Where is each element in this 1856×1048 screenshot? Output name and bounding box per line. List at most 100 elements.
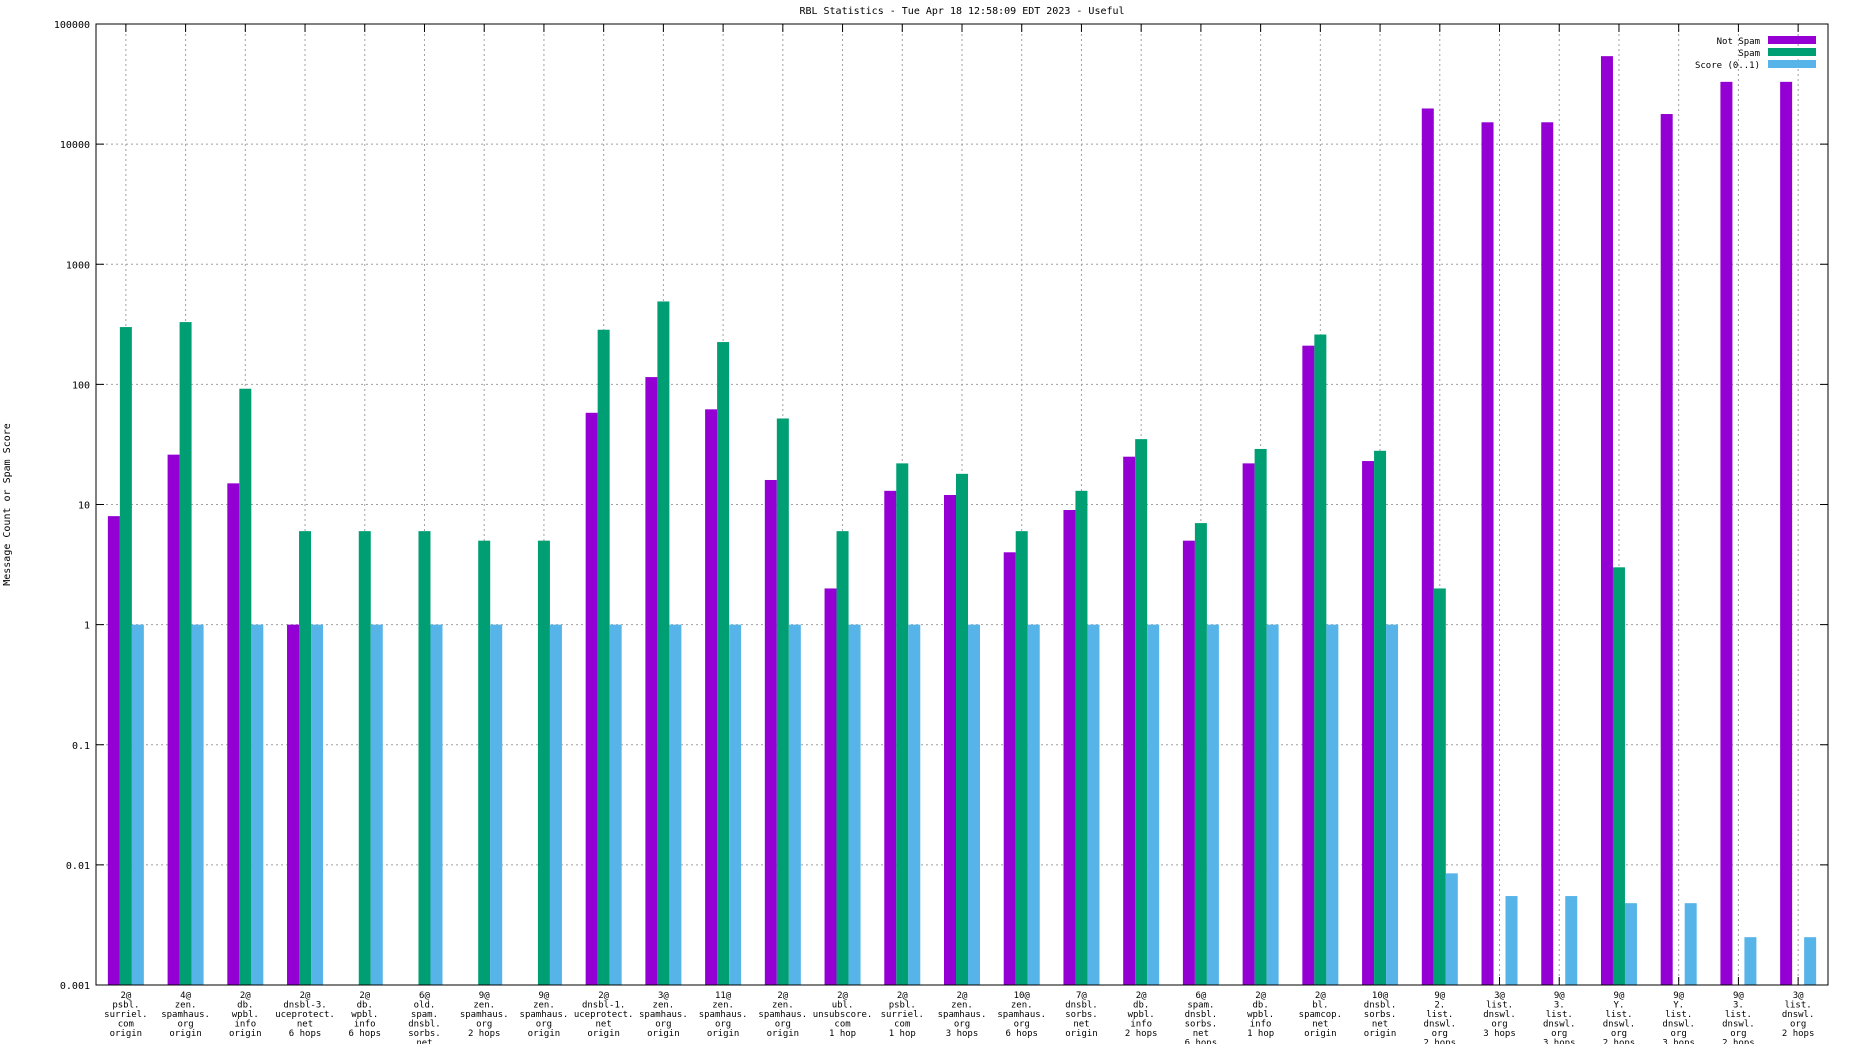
x-category-label: zen. xyxy=(1011,1001,1033,1011)
bar-score-0-1 xyxy=(1266,624,1279,985)
bar-score-0-1 xyxy=(1027,624,1040,985)
x-category-label: 2@ xyxy=(957,991,968,1001)
bar-score-0-1 xyxy=(1326,624,1339,985)
bar-score-0-1 xyxy=(1505,896,1518,985)
x-category-label: com xyxy=(118,1020,134,1030)
x-category-label: 2. xyxy=(1434,1001,1445,1011)
x-category-label: uceprotect. xyxy=(574,1010,634,1020)
x-category-label: net xyxy=(297,1020,313,1030)
legend-swatch xyxy=(1768,60,1816,68)
x-category-label: dnswl. xyxy=(1483,1010,1516,1020)
x-category-label: dnsbl. xyxy=(1065,1001,1098,1011)
bar-not-spam xyxy=(1063,509,1076,985)
bar-spam xyxy=(179,322,192,985)
x-category-label: 2@ xyxy=(1136,991,1147,1001)
x-category-label: 2 hops xyxy=(1722,1039,1755,1045)
x-category-label: list. xyxy=(1725,1010,1752,1020)
x-category-label: org xyxy=(1491,1020,1507,1030)
bar-score-0-1 xyxy=(1087,624,1100,985)
x-category-label: uceprotect. xyxy=(275,1010,335,1020)
x-category-label: list. xyxy=(1665,1010,1692,1020)
y-tick-label: 10 xyxy=(78,501,90,512)
x-category-label: dnswl. xyxy=(1722,1020,1755,1030)
bar-spam xyxy=(119,327,132,986)
x-category-label: spamhaus. xyxy=(639,1010,688,1020)
x-category-label: 3 hops xyxy=(1483,1029,1516,1039)
x-category-label: 10@ xyxy=(1372,991,1389,1001)
x-category-label: bl. xyxy=(1312,1001,1328,1011)
bar-spam xyxy=(1194,523,1207,985)
bar-not-spam xyxy=(107,516,120,985)
x-category-label: com xyxy=(894,1020,910,1030)
x-category-label: 9@ xyxy=(1733,991,1744,1001)
x-category-label: 2@ xyxy=(240,991,251,1001)
x-category-label: 3 hops xyxy=(946,1029,979,1039)
x-category-label: db. xyxy=(1252,1001,1268,1011)
x-category-label: org xyxy=(1014,1020,1030,1030)
bar-not-spam xyxy=(1660,114,1673,986)
x-category-label: 7@ xyxy=(1076,991,1087,1001)
chart-title: RBL Statistics - Tue Apr 18 12:58:09 EDT… xyxy=(799,6,1124,17)
bar-not-spam xyxy=(884,490,897,985)
y-axis-label: Message Count or Spam Score xyxy=(2,423,13,586)
x-category-label: net xyxy=(1193,1029,1209,1039)
x-category-label: org xyxy=(954,1020,970,1030)
y-tick-label: 100 xyxy=(72,380,90,391)
x-category-label: Y. xyxy=(1673,1001,1684,1011)
x-category-label: spamhaus. xyxy=(161,1010,210,1020)
bar-spam xyxy=(896,463,909,986)
x-category-label: 3 hops xyxy=(1543,1039,1576,1045)
bar-spam xyxy=(537,540,550,985)
x-category-label: sorbs. xyxy=(1364,1010,1397,1020)
x-category-label: org xyxy=(476,1020,492,1030)
x-category-label: 6 hops xyxy=(289,1029,322,1039)
x-category-label: 2@ xyxy=(897,991,908,1001)
bar-score-0-1 xyxy=(968,624,980,985)
x-category-label: origin xyxy=(169,1029,202,1039)
bar-not-spam xyxy=(167,454,180,985)
x-category-label: unsubscore. xyxy=(813,1010,873,1020)
x-category-label: net xyxy=(596,1020,612,1030)
x-category-label: psbl. xyxy=(889,1001,916,1011)
x-category-label: origin xyxy=(110,1029,143,1039)
x-category-label: wpbl. xyxy=(1247,1010,1274,1020)
x-category-label: 6 hops xyxy=(349,1029,382,1039)
x-category-label: list. xyxy=(1546,1010,1573,1020)
x-category-label: org xyxy=(536,1020,552,1030)
x-category-label: 9@ xyxy=(1434,991,1445,1001)
bar-spam xyxy=(956,473,968,985)
x-category-label: origin xyxy=(707,1029,740,1039)
bar-not-spam xyxy=(1182,540,1195,985)
x-category-label: 2@ xyxy=(777,991,788,1001)
x-category-label: ubl. xyxy=(832,1001,854,1011)
x-category-label: 11@ xyxy=(715,991,732,1001)
y-tick-label: 1000 xyxy=(66,260,90,271)
x-category-label: 3. xyxy=(1554,1001,1565,1011)
x-category-label: 1 hop xyxy=(1247,1029,1274,1039)
x-category-label: info xyxy=(1250,1020,1272,1030)
bar-not-spam xyxy=(1302,345,1315,985)
bar-score-0-1 xyxy=(1147,624,1160,985)
x-category-label: list. xyxy=(1785,1001,1812,1011)
x-category-label: spamcop. xyxy=(1299,1010,1342,1020)
x-category-label: 2@ xyxy=(120,991,131,1001)
x-category-label: dnswl. xyxy=(1603,1020,1636,1030)
x-category-label: 9@ xyxy=(539,991,550,1001)
x-category-label: org xyxy=(715,1020,731,1030)
x-category-label: db. xyxy=(357,1001,373,1011)
bar-spam xyxy=(1075,490,1088,985)
bar-score-0-1 xyxy=(908,624,921,985)
bar-score-0-1 xyxy=(1744,937,1757,985)
x-category-label: spamhaus. xyxy=(460,1010,509,1020)
x-category-label: 9@ xyxy=(1614,991,1625,1001)
y-tick-label: 0.1 xyxy=(72,741,90,752)
x-category-label: net xyxy=(1312,1020,1328,1030)
bar-spam xyxy=(358,531,371,985)
x-category-label: dnswl. xyxy=(1782,1010,1815,1020)
bar-spam xyxy=(1433,588,1446,985)
bar-score-0-1 xyxy=(1804,937,1817,985)
x-category-label: 2@ xyxy=(1315,991,1326,1001)
x-category-label: 3@ xyxy=(1793,991,1804,1001)
x-category-label: net xyxy=(416,1039,432,1045)
